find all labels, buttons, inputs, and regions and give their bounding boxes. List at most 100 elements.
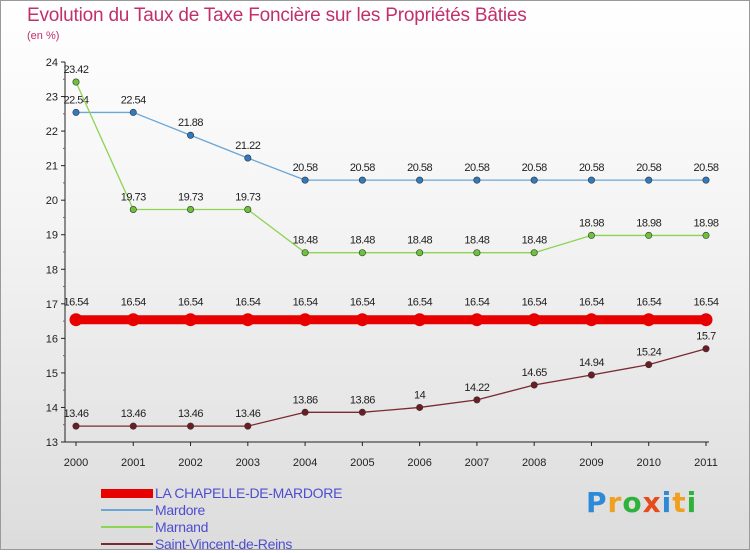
data-point <box>699 313 713 327</box>
y-tick-label: 15 <box>46 368 58 380</box>
data-label: 13.46 <box>235 408 260 420</box>
series-line <box>76 348 707 427</box>
data-point <box>355 313 369 327</box>
data-point <box>301 176 309 184</box>
data-point <box>301 249 309 257</box>
y-tick-label: 22 <box>46 126 58 138</box>
data-point <box>72 78 80 86</box>
data-point <box>470 313 484 327</box>
x-tick-label: 2002 <box>178 457 202 469</box>
x-tick-label: 2001 <box>121 457 145 469</box>
data-label: 13.46 <box>63 408 88 420</box>
data-label: 16.54 <box>121 297 146 309</box>
logo-letter: t <box>672 486 687 519</box>
legend-swatch <box>101 543 153 545</box>
chart-title: Evolution du Taux de Taxe Foncière sur l… <box>27 5 527 26</box>
x-tick-label: 2010 <box>636 457 660 469</box>
data-label: 20.58 <box>464 162 489 174</box>
data-label: 20.58 <box>407 162 432 174</box>
data-label: 18.98 <box>579 217 604 229</box>
series-1: 22.54 22.54 21.88 21.22 20.58 20.58 20.58 20.58… <box>63 94 719 184</box>
data-point <box>584 313 598 327</box>
axes: 13 14 15 16 17 18 19 20 21 22 23 24 2000 2001 2002 2003… <box>46 57 718 469</box>
data-point <box>587 371 595 379</box>
legend-label: Saint-Vincent-de-Reins <box>155 536 293 552</box>
series-line <box>75 81 706 254</box>
data-point <box>241 313 255 327</box>
y-tick-label: 23 <box>46 92 58 104</box>
data-label: 19.73 <box>235 192 260 204</box>
logo-letter: P <box>586 486 608 519</box>
data-point <box>244 422 252 430</box>
data-point <box>473 249 481 257</box>
data-point <box>702 231 710 239</box>
y-tick-label: 19 <box>46 230 58 242</box>
legend-swatch <box>101 509 153 511</box>
data-point <box>126 313 140 327</box>
data-point <box>702 345 710 353</box>
legend-label: Marnand <box>155 519 209 535</box>
data-point <box>413 313 427 327</box>
data-label: 20.58 <box>579 162 604 174</box>
x-tick-label: 2011 <box>694 457 718 469</box>
x-tick-label: 2006 <box>407 457 431 469</box>
data-label: 19.73 <box>121 192 146 204</box>
series-layer: 16.54 16.54 16.54 16.54 16.54 16.54 16.54 16.54… <box>63 64 719 430</box>
data-point <box>298 313 312 327</box>
legend-label: LA CHAPELLE-DE-MARDORE <box>155 485 343 501</box>
data-point <box>184 313 198 327</box>
data-label: 14.94 <box>579 357 604 369</box>
data-label: 18.48 <box>407 235 432 247</box>
data-point <box>358 176 366 184</box>
unit-label: (en %) <box>27 30 60 42</box>
logo-letter: r <box>607 486 623 519</box>
data-label: 13.86 <box>293 394 318 406</box>
legend-label: Mardore <box>155 502 206 518</box>
x-tick-label: 2000 <box>64 457 88 469</box>
logo-letter: x <box>642 486 662 519</box>
data-label: 13.46 <box>121 408 146 420</box>
data-label: 13.46 <box>178 408 203 420</box>
data-point <box>244 206 252 214</box>
data-label: 14.65 <box>522 367 547 379</box>
data-point <box>416 176 424 184</box>
data-label: 18.48 <box>350 235 375 247</box>
data-point <box>129 108 137 116</box>
data-point <box>187 422 195 430</box>
data-point <box>358 249 366 257</box>
y-tick-label: 18 <box>46 264 58 276</box>
data-label: 14.22 <box>464 382 489 394</box>
data-point <box>530 176 538 184</box>
y-tick-label: 16 <box>46 333 58 345</box>
line-chart: 13 14 15 16 17 18 19 20 21 22 23 24 2000 2001 2002 2003… <box>46 57 720 469</box>
data-point <box>416 249 424 257</box>
data-label: 20.58 <box>350 162 375 174</box>
data-point <box>527 313 541 327</box>
data-point <box>530 381 538 389</box>
data-label: 16.54 <box>522 297 547 309</box>
data-point <box>72 108 80 116</box>
x-tick-label: 2005 <box>350 457 374 469</box>
y-tick-label: 13 <box>46 437 58 449</box>
data-label: 23.42 <box>63 64 88 76</box>
data-point <box>473 396 481 404</box>
data-point <box>301 408 309 416</box>
data-point <box>702 176 710 184</box>
data-label: 15.7 <box>696 331 716 343</box>
data-label: 22.54 <box>63 94 88 106</box>
data-point <box>645 176 653 184</box>
logo-letter: o <box>622 486 643 519</box>
x-tick-label: 2004 <box>293 457 317 469</box>
data-point <box>587 231 595 239</box>
data-label: 19.73 <box>178 192 203 204</box>
data-point <box>642 313 656 327</box>
data-label: 16.54 <box>407 297 432 309</box>
data-point <box>187 206 195 214</box>
data-point <box>358 408 366 416</box>
data-label: 20.58 <box>293 162 318 174</box>
data-point <box>530 249 538 257</box>
logo-letter: i <box>661 486 673 519</box>
data-label: 20.58 <box>636 162 661 174</box>
data-label: 13.86 <box>350 394 375 406</box>
data-label: 18.48 <box>522 235 547 247</box>
